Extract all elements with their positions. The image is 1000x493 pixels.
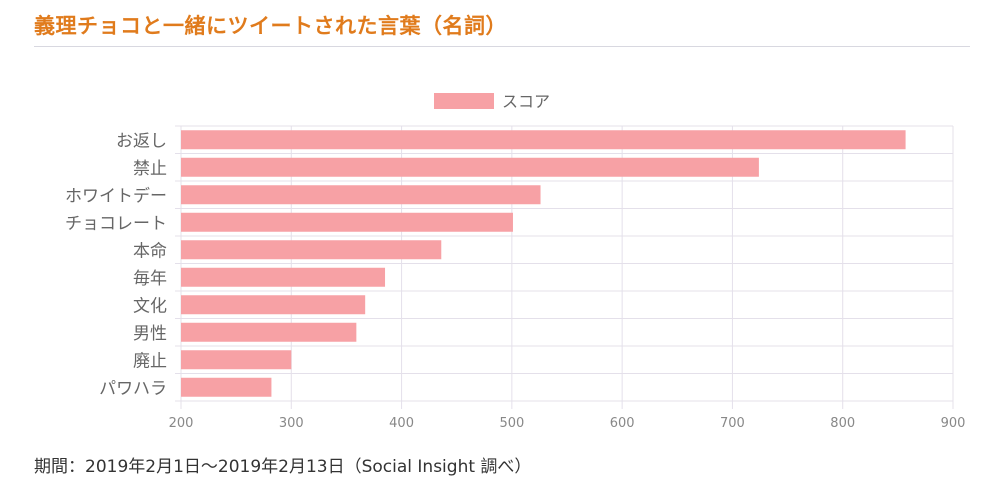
category-label: 男性 (133, 324, 167, 344)
bar (181, 157, 759, 177)
x-axis-ticks: 200 300 400 500 600 700 800 900 (169, 416, 966, 431)
legend-label: スコア (502, 92, 550, 111)
legend: スコア (434, 92, 550, 111)
bar (181, 295, 366, 315)
category-label: 文化 (133, 296, 167, 316)
category-label: パワハラ (99, 379, 167, 399)
category-label: ホワイトデー (65, 185, 167, 206)
bar (181, 267, 386, 287)
chart-title: 義理チョコと一緒にツイートされた言葉（名詞） (34, 14, 507, 38)
bar (181, 322, 357, 342)
x-tick-label: 300 (279, 416, 304, 431)
bar (181, 212, 513, 232)
category-label: 毎年 (133, 269, 167, 289)
title-divider (34, 46, 970, 47)
x-tick-label: 400 (389, 416, 414, 431)
x-tick-label: 200 (169, 416, 194, 431)
bar (181, 130, 906, 150)
legend-swatch (434, 93, 494, 109)
bar (181, 377, 272, 397)
category-label: 禁止 (133, 159, 167, 179)
bars (181, 130, 906, 397)
category-label: お返し (116, 131, 167, 151)
bar (181, 350, 292, 370)
bar (181, 240, 442, 260)
period-note: 期間：2019年2月1日～2019年2月13日（Social Insight 調… (34, 457, 532, 477)
x-tick-label: 900 (941, 416, 966, 431)
category-label: 廃止 (133, 351, 167, 371)
category-label: チョコレート (65, 214, 167, 234)
x-tick-label: 600 (610, 416, 635, 431)
x-tick-label: 800 (830, 416, 855, 431)
x-tick-label: 500 (499, 416, 524, 431)
bar (181, 185, 541, 205)
category-label: 本命 (133, 241, 167, 261)
x-tick-label: 700 (720, 416, 745, 431)
